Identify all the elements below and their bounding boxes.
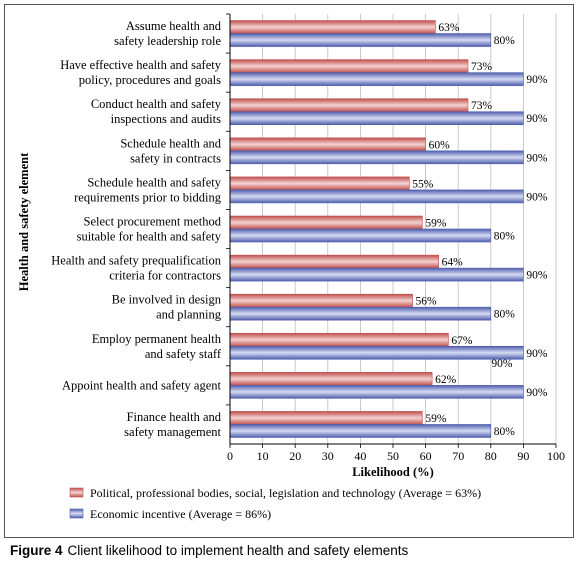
legend-label-series1: Political, professional bodies, social, …: [90, 486, 481, 500]
category-label: Assume health and: [126, 19, 222, 33]
bar-series1: [229, 137, 426, 152]
data-label-series2: 80%: [494, 35, 516, 47]
bar-series2: [229, 150, 524, 165]
category-label: Schedule health and safety: [87, 175, 221, 189]
x-tick-label: 60: [420, 449, 432, 463]
category-label: safety in contracts: [130, 151, 221, 165]
category-label: inspections and audits: [111, 112, 222, 126]
category-label: requirements prior to bidding: [74, 190, 222, 204]
x-tick-label: 100: [547, 449, 565, 463]
data-label-series1: 59%: [425, 413, 447, 425]
legend: Political, professional bodies, social, …: [69, 486, 481, 521]
bar-series1: [229, 293, 413, 308]
bar-series2: [229, 111, 524, 126]
caption-text: Client likelihood to implement health an…: [67, 543, 409, 558]
x-tick-label: 10: [257, 449, 269, 463]
data-label-series1: 62%: [435, 374, 457, 386]
data-label-series1: 73%: [471, 100, 493, 112]
category-label: Schedule health and: [120, 136, 221, 150]
bar-series1: [229, 98, 469, 113]
data-label-series1: 60%: [429, 139, 451, 151]
category-label: and safety staff: [145, 347, 222, 361]
bar-series2: [229, 72, 524, 86]
bar-series2: [229, 33, 492, 47]
x-tick-label: 20: [289, 449, 301, 463]
category-label: safety leadership role: [114, 34, 221, 48]
data-label-series2: 90%: [526, 270, 548, 282]
bar-series1: [229, 411, 423, 425]
bar-series2: [229, 424, 492, 438]
data-label-series1: 67%: [451, 335, 473, 347]
x-tick-label: 0: [227, 449, 233, 463]
category-label: Employ permanent health: [92, 332, 222, 346]
category-label: Appoint health and safety agent: [62, 378, 222, 392]
bar-series1: [229, 215, 423, 230]
data-label-series2: 80%: [494, 231, 516, 243]
figure-caption: Figure 4 Client likelihood to implement h…: [10, 543, 408, 558]
annotation-label: 90%: [491, 358, 513, 370]
data-label-series1: 63%: [438, 22, 460, 34]
bars: [229, 20, 524, 438]
data-label-series2: 90%: [526, 113, 548, 125]
legend-swatch-series2: [69, 508, 84, 519]
data-label-series1: 55%: [412, 178, 434, 190]
data-labels: 63% 80% 73% 90% 73% 90% 60% 90% 55% 90% 59% 80% 64% 9…: [412, 22, 548, 438]
bar-series2: [229, 306, 492, 321]
figure-label: Figure 4: [10, 543, 63, 558]
category-label: Select procurement method: [84, 215, 222, 229]
figure-frame: [4, 4, 574, 538]
x-tick-label: 30: [322, 449, 334, 463]
bar-series1: [229, 254, 439, 269]
bar-series1: [229, 332, 449, 347]
x-tick-label: 90: [517, 449, 529, 463]
category-label: policy, procedures and goals: [79, 73, 221, 87]
category-label: safety management: [124, 425, 221, 439]
category-label: Health and safety prequalification: [51, 254, 221, 268]
bar-series1: [229, 59, 469, 73]
bar-series2: [229, 189, 524, 204]
data-label-series1: 73%: [471, 61, 493, 73]
data-label-series2: 80%: [494, 426, 516, 438]
x-tick-label: 80: [485, 449, 497, 463]
axes: [226, 13, 557, 448]
bar-series1: [229, 20, 436, 34]
x-tick-labels: 0 10 20 30 40 50 60 70 80 90 100: [227, 449, 565, 463]
category-label: Have effective health and safety: [60, 58, 222, 72]
category-label: and planning: [156, 308, 222, 322]
bar-series2: [229, 267, 524, 282]
category-label: criteria for contractors: [109, 269, 221, 283]
data-label-series2: 80%: [494, 309, 516, 321]
category-label: Finance health and: [127, 410, 222, 424]
data-label-series2: 90%: [526, 387, 548, 399]
x-tick-label: 40: [354, 449, 366, 463]
legend-swatch-series1: [69, 487, 84, 498]
data-label-series2: 90%: [526, 74, 548, 86]
x-axis-title: Likelihood (%): [352, 465, 434, 479]
bar-series2: [229, 385, 524, 399]
bar-series2: [229, 228, 492, 243]
data-label-series2: 90%: [526, 191, 548, 203]
bar-series1: [229, 176, 410, 191]
category-label: Conduct health and safety: [91, 97, 222, 111]
bar-series1: [229, 372, 433, 386]
legend-label-series2: Economic incentive (Average = 86%): [90, 507, 271, 521]
data-label-series1: 56%: [416, 296, 438, 308]
x-tick-label: 50: [387, 449, 399, 463]
data-label-series1: 64%: [442, 257, 464, 269]
category-label: suitable for health and safety: [77, 230, 222, 244]
category-label: Be involved in design: [112, 293, 222, 307]
data-label-series1: 59%: [425, 218, 447, 230]
bar-series2: [229, 345, 524, 360]
data-label-series2: 90%: [526, 348, 548, 360]
y-axis-title: Health and safety element: [17, 152, 31, 291]
x-tick-label: 70: [452, 449, 464, 463]
data-label-series2: 90%: [526, 152, 548, 164]
